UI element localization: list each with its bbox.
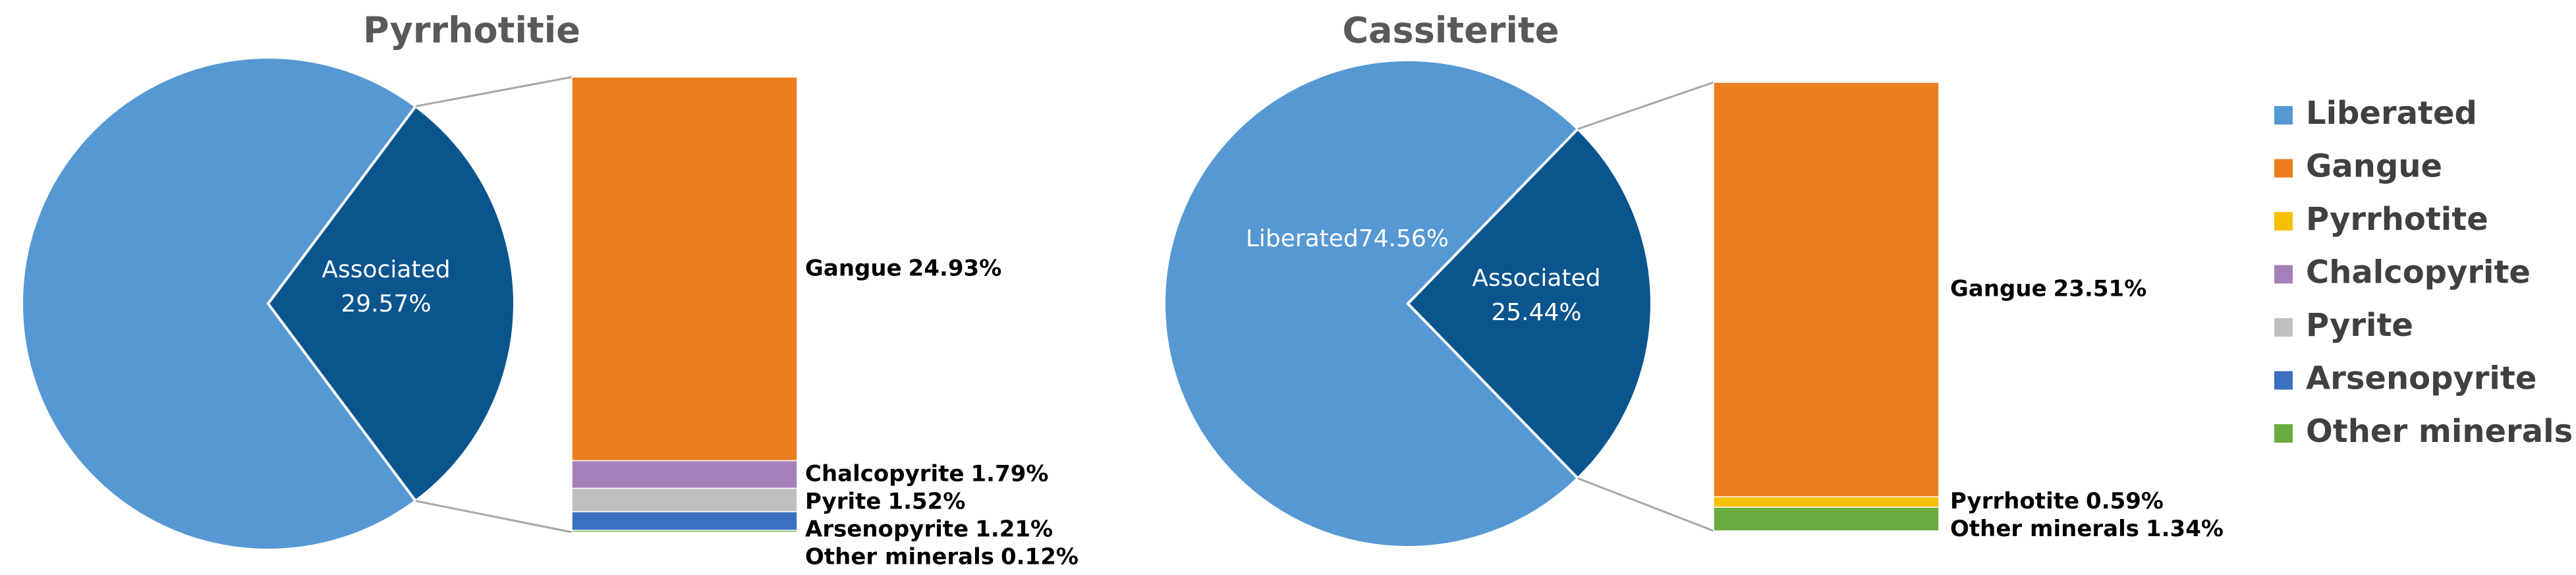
bar-label-value: 23.51% bbox=[2054, 275, 2147, 302]
bar-label-value: 1.34% bbox=[2146, 516, 2224, 542]
bar-label: Pyrrhotite 0.59% bbox=[1950, 488, 2164, 514]
legend-swatch bbox=[2274, 212, 2293, 231]
bar-segment bbox=[1713, 496, 1940, 508]
pie-label-name: Associated bbox=[1472, 265, 1600, 292]
legend-label: Arsenopyrite bbox=[2306, 360, 2536, 397]
bar-label: Gangue 23.51% bbox=[1950, 275, 2146, 302]
bar-label-value: 24.93% bbox=[909, 255, 1002, 281]
bar-label-name: Gangue bbox=[1950, 275, 2047, 302]
legend-swatch bbox=[2274, 159, 2293, 178]
bar-label-value: 0.12% bbox=[1001, 543, 1078, 570]
bar-label-name: Other minerals bbox=[1950, 516, 2139, 542]
legend-swatch bbox=[2274, 371, 2293, 390]
connector bbox=[1577, 81, 1714, 130]
pie-label-name: Associated bbox=[322, 256, 450, 283]
bar-segment bbox=[571, 76, 798, 462]
legend-swatch bbox=[2274, 265, 2293, 284]
bar-segment bbox=[571, 530, 798, 533]
pie-label-value: 74.56% bbox=[1358, 225, 1449, 252]
pie-slice bbox=[20, 56, 418, 551]
bar-label-name: Chalcopyrite bbox=[805, 460, 965, 487]
bar-segment bbox=[571, 487, 798, 512]
connector bbox=[1577, 477, 1714, 532]
bar-segment bbox=[1713, 82, 1940, 498]
legend-swatch bbox=[2274, 106, 2293, 124]
bar-label-value: 0.59% bbox=[2086, 488, 2164, 514]
bar-label-name: Pyrite bbox=[805, 488, 881, 514]
bar-label: Arsenopyrite 1.21% bbox=[805, 516, 1053, 542]
bar-label-name: Arsenopyrite bbox=[805, 516, 968, 542]
pie-slice bbox=[1406, 126, 1653, 481]
bar-label-name: Other minerals bbox=[805, 543, 994, 570]
legend-label: Pyrrhotite bbox=[2306, 201, 2488, 238]
pie-label-value: 25.44% bbox=[1491, 299, 1581, 326]
bar-label-value: 1.52% bbox=[887, 488, 965, 514]
pie-slice bbox=[266, 104, 516, 503]
pie-label-value: 29.57% bbox=[341, 290, 431, 317]
legend-label: Pyrite bbox=[2306, 307, 2413, 344]
bar-label: Other minerals 0.12% bbox=[805, 543, 1078, 570]
bar-label-name: Gangue bbox=[805, 255, 902, 281]
connector bbox=[415, 76, 573, 107]
bar-segment bbox=[1713, 507, 1940, 532]
chart-title: Cassiterite bbox=[1343, 10, 1559, 51]
legend-swatch bbox=[2274, 424, 2293, 443]
legend-label: Chalcopyrite bbox=[2306, 254, 2531, 291]
bar-label-value: 1.79% bbox=[971, 460, 1049, 487]
connector bbox=[415, 500, 573, 534]
pie-slice bbox=[1163, 59, 1580, 549]
legend-label: Liberated bbox=[2306, 95, 2477, 132]
bar-label: Pyrite 1.52% bbox=[805, 488, 965, 514]
bar-segment bbox=[571, 511, 798, 531]
pie-label: Liberated74.56% bbox=[1246, 225, 1449, 252]
bar-label-value: 1.21% bbox=[975, 516, 1053, 542]
bar-label-name: Pyrrhotite bbox=[1950, 488, 2079, 514]
bar-segment bbox=[571, 460, 798, 489]
bar-label: Other minerals 1.34% bbox=[1950, 516, 2224, 542]
bar-label: Gangue 24.93% bbox=[805, 255, 1001, 281]
legend-label: Other minerals bbox=[2306, 413, 2573, 450]
chart-title: Pyrrhotitie bbox=[363, 10, 580, 51]
bar-label: Chalcopyrite 1.79% bbox=[805, 460, 1048, 487]
legend-swatch bbox=[2274, 318, 2293, 337]
legend-label: Gangue bbox=[2306, 148, 2442, 185]
pie-label-name: Liberated bbox=[1246, 225, 1358, 252]
